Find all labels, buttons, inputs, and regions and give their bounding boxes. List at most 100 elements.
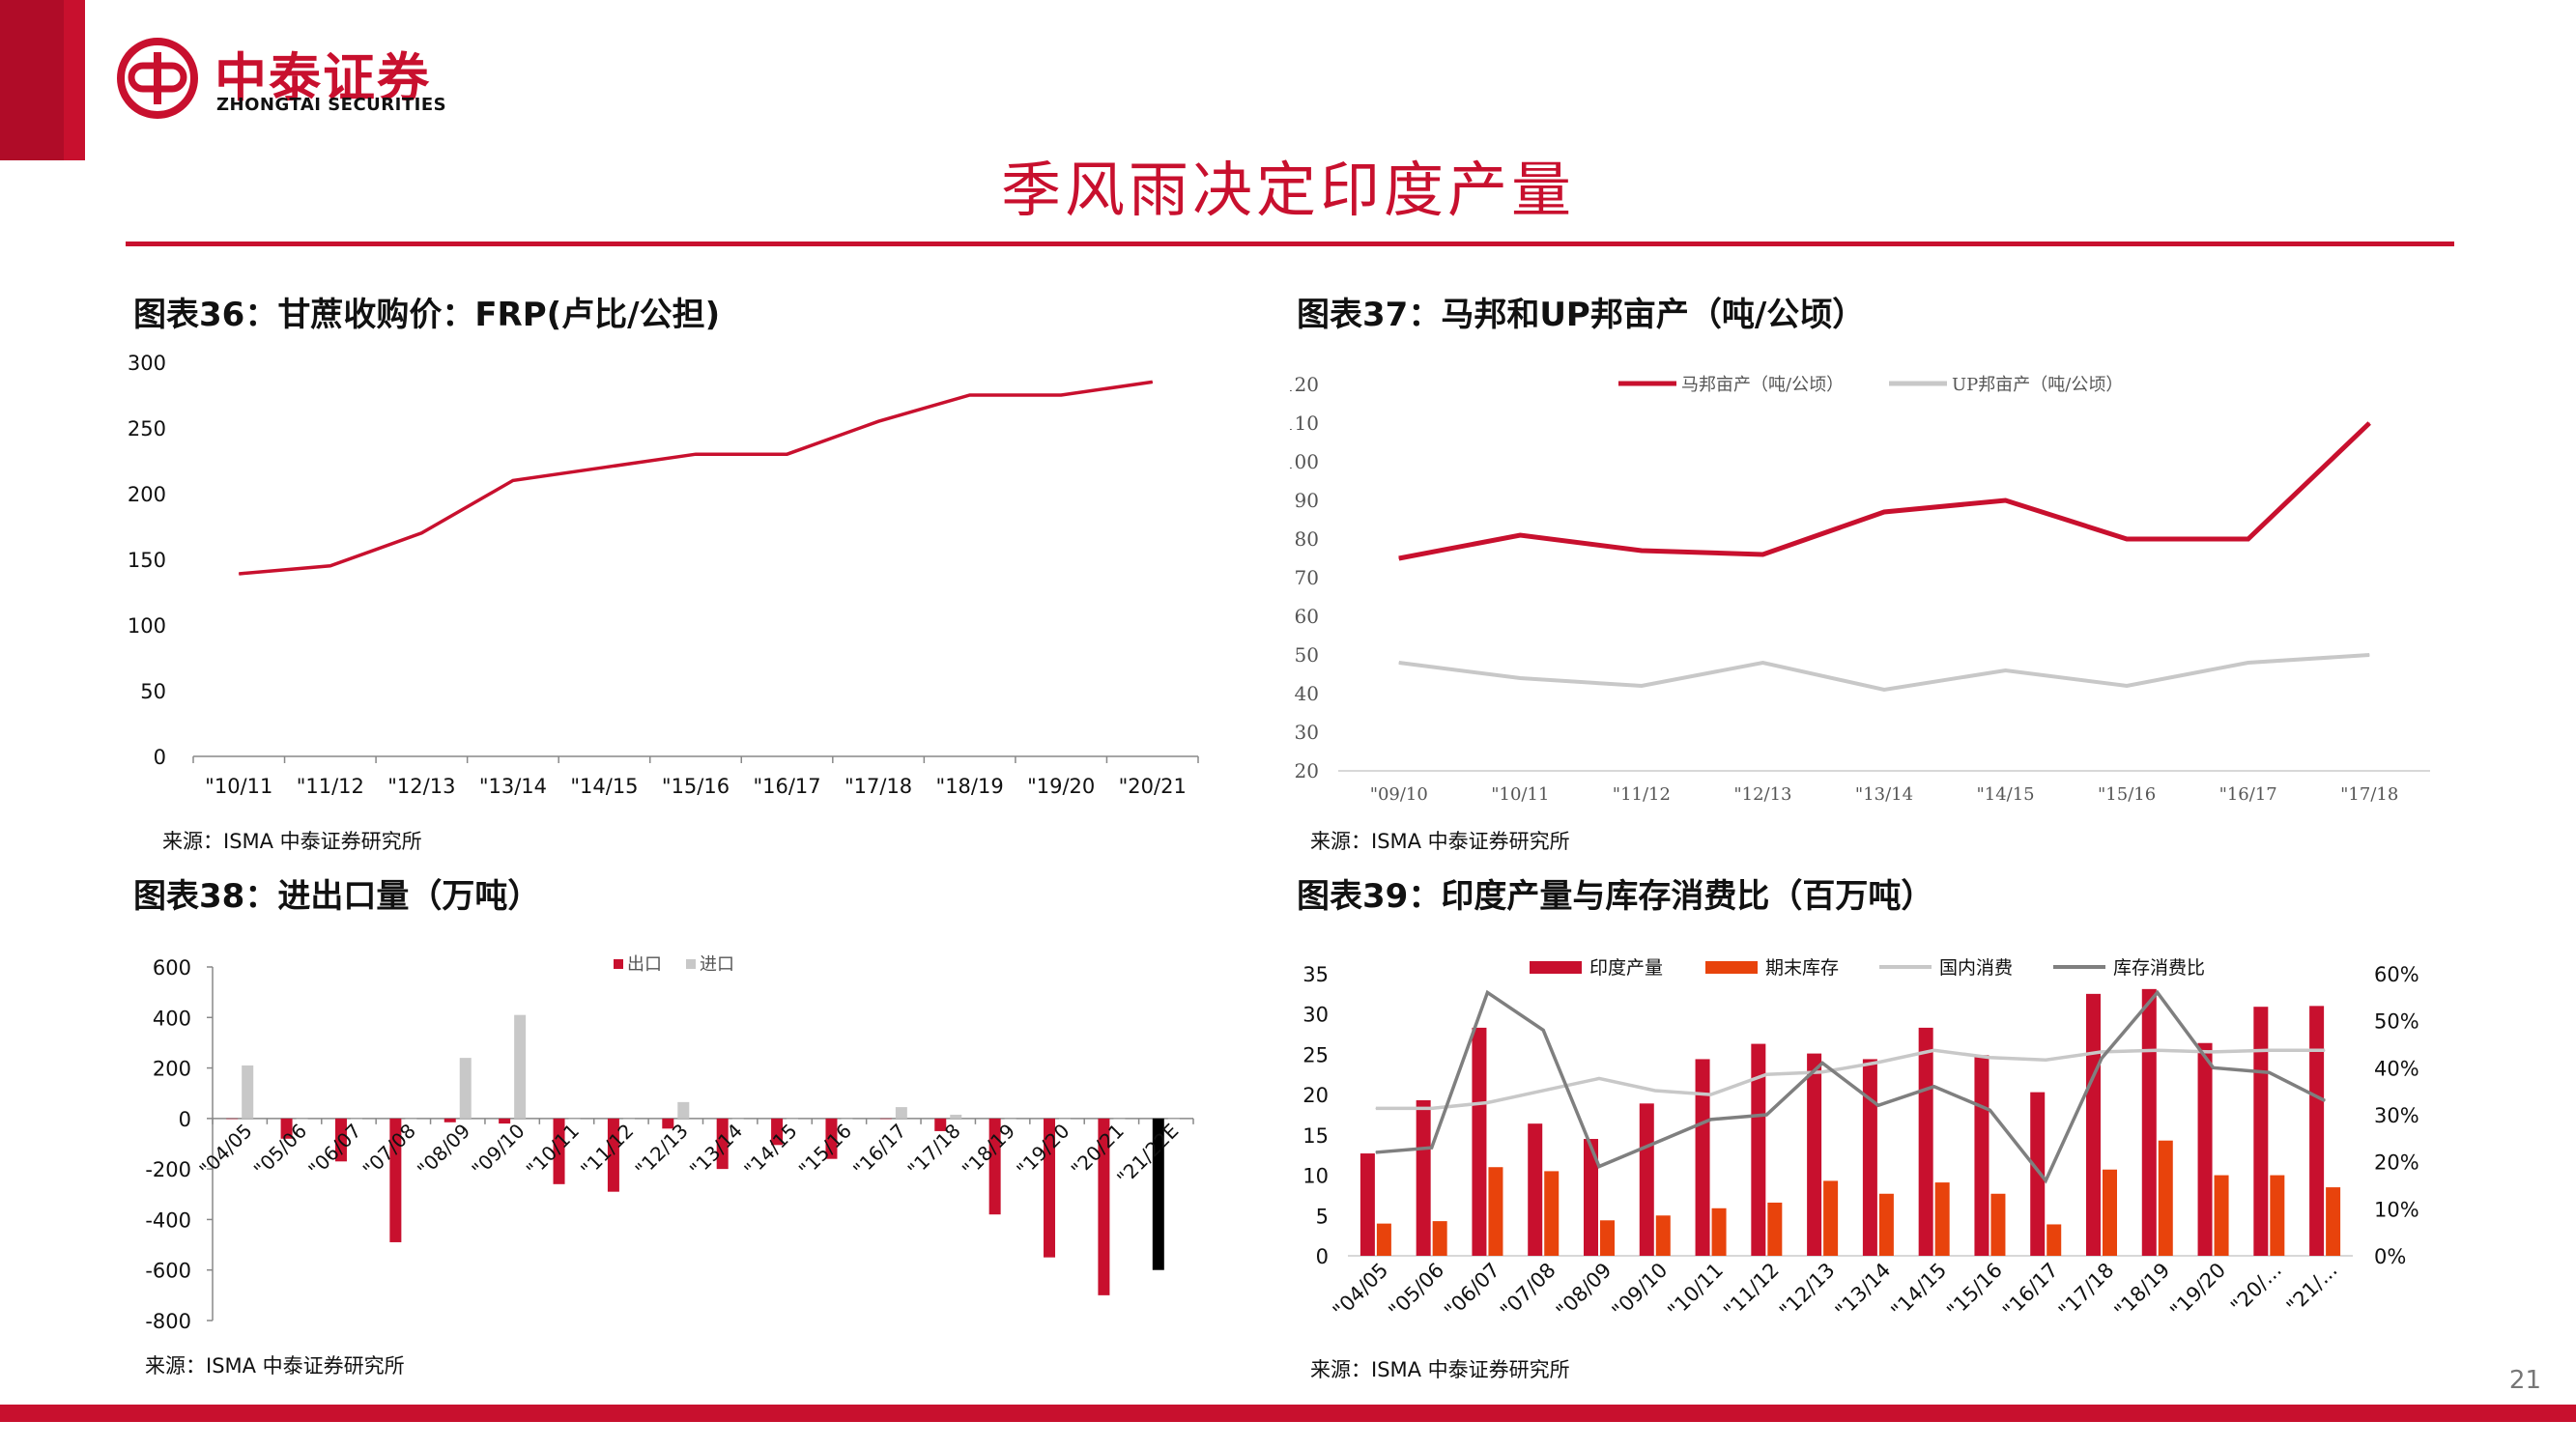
- export-bar: [499, 1118, 511, 1124]
- source-note-frp: 来源：ISMA 中泰证券研究所: [162, 830, 422, 853]
- ending-stock-bar: [1711, 1208, 1727, 1256]
- production-bar: [2141, 988, 2157, 1256]
- consumption-point: [2101, 1051, 2103, 1053]
- frp-point: [512, 479, 514, 481]
- stock-ratio-point: [1486, 991, 1488, 993]
- x-tick-label: "04/05: [194, 1119, 256, 1180]
- yield-line-chart: 20 30 40 50 60 70 80 90 100 110 120 "09/10 "10/11 "11…: [1290, 373, 2430, 805]
- x-tick-label: "05/06: [1385, 1259, 1449, 1323]
- consumption-point: [1877, 1062, 1879, 1064]
- legend-swatch: [614, 959, 623, 969]
- ending-stock-bar: [2046, 1224, 2062, 1256]
- consumption-point: [1486, 1101, 1488, 1103]
- chart-title-stock: 图表39：印度产量与库存消费比（百万吨）: [1297, 877, 1934, 916]
- y2-tick-label: 40%: [2374, 1057, 2419, 1080]
- y2-tick-label: 50%: [2374, 1010, 2419, 1034]
- x-tick-label: "17/18: [903, 1119, 965, 1180]
- ending-stock-bar: [1600, 1220, 1615, 1256]
- x-tick-label: "21/22E: [1112, 1119, 1183, 1189]
- series-line-maharashtra: [1398, 421, 2371, 561]
- x-tick-label: "11/12: [1613, 784, 1671, 805]
- export-bar: [771, 1118, 784, 1146]
- production-bar: [2309, 1006, 2325, 1256]
- x-tick-label: "17/18: [2340, 784, 2398, 805]
- stock-ratio-point: [1989, 1109, 1990, 1111]
- ending-stock-bar: [1767, 1202, 1783, 1256]
- series-point: [1641, 550, 1643, 552]
- production-bar: [2030, 1092, 2046, 1256]
- y-tick-label: 90: [1295, 489, 1319, 512]
- y-tick-label: -800: [145, 1310, 191, 1333]
- y-tick-label: 50: [140, 680, 166, 703]
- stock-ratio-point: [1654, 1142, 1656, 1144]
- legend-swatch: [1530, 961, 1582, 974]
- stock-ratio-line: [1375, 989, 2326, 1184]
- legend-label: 进口: [700, 954, 734, 975]
- x-tick-label: "17/18: [2054, 1259, 2119, 1323]
- consumption-point: [1542, 1090, 1544, 1092]
- production-bar: [2086, 993, 2101, 1256]
- y-tick-label: 5: [1316, 1205, 1329, 1228]
- x-tick-label: "10/11: [205, 775, 272, 798]
- legend-label: UP邦亩产（吨/公顷）: [1952, 375, 2123, 395]
- frp-point: [695, 453, 697, 455]
- stock-ratio-point: [2101, 1058, 2103, 1060]
- ending-stock-bar: [2158, 1140, 2173, 1256]
- export-bar: [389, 1118, 402, 1242]
- series-point: [1641, 685, 1643, 687]
- stock-ratio-point: [2324, 1099, 2326, 1101]
- chart-title-yield: 图表37：马邦和UP邦亩产（吨/公顷）: [1297, 296, 1866, 334]
- legend-label: 出口: [627, 954, 662, 975]
- import-bar: [677, 1101, 690, 1119]
- series-point: [1883, 689, 1885, 691]
- x-tick-label: "15/16: [1942, 1259, 2007, 1323]
- source-note-yield: 来源：ISMA 中泰证券研究所: [1310, 830, 1570, 853]
- export-bar: [334, 1118, 347, 1162]
- frp-point: [238, 573, 240, 575]
- y-tick-label: 150: [128, 549, 166, 572]
- stock-ratio-point: [1542, 1029, 1544, 1031]
- ending-stock-bar: [2326, 1187, 2341, 1256]
- x-tick-label: "09/10: [1370, 784, 1428, 805]
- x-tick-label: "16/17: [2219, 784, 2277, 805]
- frp-point: [969, 394, 971, 396]
- consumption-point: [2157, 1049, 2159, 1051]
- export-bar: [1152, 1118, 1164, 1270]
- import-bar: [950, 1114, 962, 1119]
- title-divider: [126, 242, 2454, 246]
- y-tick-label: 110: [1290, 412, 1319, 435]
- stock-ratio-point: [1598, 1166, 1600, 1168]
- y-tick-label: 0: [154, 746, 166, 769]
- x-tick-label: "12/13: [387, 775, 455, 798]
- ending-stock-bar: [1878, 1193, 1894, 1256]
- import-bar: [1113, 1118, 1126, 1120]
- stock-combo-chart: 0 5 10 15 20 25 30 35 0% 10% 20% 30% 40% 50% 60% "04/05…: [1302, 957, 2419, 1323]
- y-tick-label: -400: [145, 1208, 191, 1232]
- production-bar: [1862, 1059, 1877, 1256]
- x-tick-label: "12/13: [631, 1119, 693, 1180]
- x-tick-label: "09/10: [467, 1119, 529, 1180]
- import-bar: [841, 1118, 853, 1120]
- import-bar: [787, 1118, 799, 1120]
- x-tick-label: "09/10: [1608, 1259, 1673, 1323]
- x-tick-label: "15/16: [794, 1119, 856, 1180]
- ending-stock-bar: [2214, 1175, 2229, 1256]
- stock-ratio-point: [1933, 1086, 1935, 1088]
- export-bar: [280, 1118, 293, 1139]
- export-bar: [825, 1118, 838, 1159]
- x-tick-label: "19/20: [1027, 775, 1095, 798]
- y-tick-label: 600: [153, 956, 191, 980]
- stock-ratio-point: [2268, 1071, 2270, 1073]
- x-tick-label: "07/08: [358, 1119, 420, 1180]
- frp-point: [877, 420, 879, 422]
- zhongtai-logo-icon: [117, 38, 198, 119]
- x-tick-label: "18/19: [2110, 1259, 2175, 1323]
- consumption-line: [1375, 1048, 2326, 1111]
- series-point: [1883, 511, 1885, 513]
- x-tick-label: "14/15: [570, 775, 638, 798]
- export-bar: [716, 1118, 729, 1170]
- production-bar: [1695, 1059, 1710, 1256]
- x-tick-label: "08/09: [1552, 1259, 1617, 1323]
- production-bar: [1528, 1123, 1543, 1256]
- consumption-point: [1375, 1107, 1377, 1109]
